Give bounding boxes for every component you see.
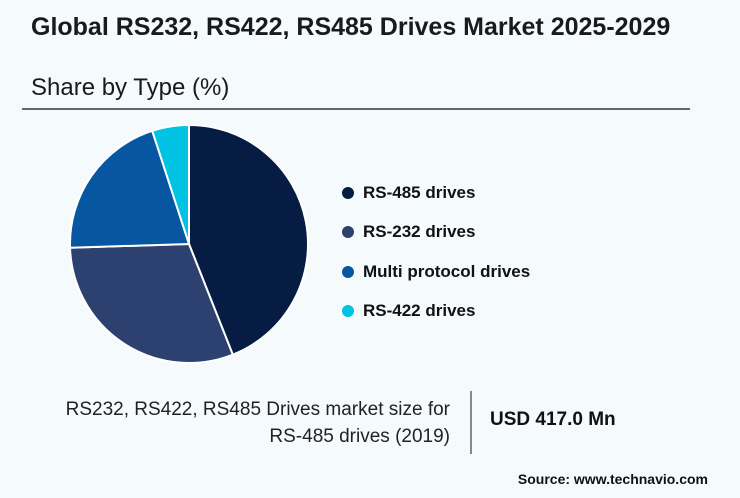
legend-item: RS-232 drives bbox=[342, 213, 530, 253]
legend-swatch bbox=[342, 186, 354, 199]
market-size-label-line2: RS-485 drives (2019) bbox=[269, 426, 450, 447]
legend-item: Multi protocol drives bbox=[342, 252, 530, 292]
chart-title: Global RS232, RS422, RS485 Drives Market… bbox=[31, 13, 671, 41]
pie-slice-rs-422-drives bbox=[150, 123, 190, 245]
divider bbox=[22, 108, 690, 110]
market-size-value: USD 417.0 Mn bbox=[490, 409, 616, 430]
legend-label: RS-422 drives bbox=[363, 301, 476, 321]
legend-item: RS-485 drives bbox=[342, 173, 530, 213]
legend: RS-485 drives RS-232 drives Multi protocol… bbox=[342, 173, 530, 331]
legend-swatch bbox=[342, 226, 354, 239]
pie-slice-rs-232-drives bbox=[69, 242, 235, 364]
footer-divider bbox=[470, 391, 472, 454]
market-size-label-line1: RS232, RS422, RS485 Drives market size f… bbox=[65, 399, 450, 420]
legend-swatch bbox=[342, 305, 354, 318]
pie-slice-rs-485-drives bbox=[188, 123, 309, 356]
legend-label: RS-232 drives bbox=[363, 222, 476, 242]
legend-item: RS-422 drives bbox=[342, 292, 530, 332]
legend-label: Multi protocol drives bbox=[363, 261, 531, 281]
legend-swatch bbox=[342, 265, 354, 278]
source-note: Source: www.technavio.com bbox=[517, 471, 708, 487]
legend-label: RS-485 drives bbox=[363, 182, 476, 202]
chart-subtitle: Share by Type (%) bbox=[31, 74, 230, 101]
market-size-label: RS232, RS422, RS485 Drives market size f… bbox=[0, 396, 450, 450]
pie-slice-multi-protocol-drives bbox=[69, 129, 191, 249]
